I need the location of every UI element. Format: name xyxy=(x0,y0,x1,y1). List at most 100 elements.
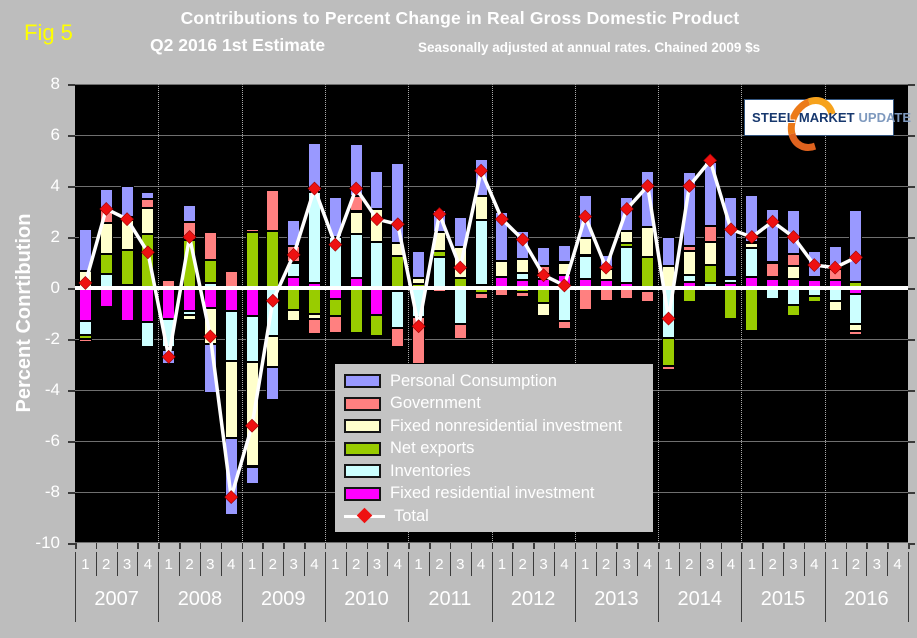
bar-segment xyxy=(766,276,780,280)
x-tick-mark xyxy=(241,543,244,549)
total-marker xyxy=(453,260,468,275)
bar-segment xyxy=(786,253,800,267)
x-tick-mark xyxy=(304,543,306,549)
x-tick-mark xyxy=(366,543,369,549)
year-separator-gridline xyxy=(658,84,660,543)
quarter-label: 1 xyxy=(581,556,590,573)
chart-title: Contributions to Percent Change in Real … xyxy=(180,8,740,28)
y-tick-mark xyxy=(908,339,915,341)
legend-swatch xyxy=(344,464,381,479)
total-marker xyxy=(328,237,343,252)
x-tick-mark xyxy=(866,543,868,549)
bar-segment xyxy=(183,205,197,222)
quarter-label: 3 xyxy=(622,556,632,573)
quarter-label: 4 xyxy=(893,556,902,573)
legend-item: Fixed nonresidential investment xyxy=(344,415,653,438)
bar-segment xyxy=(349,234,363,278)
bar-segment xyxy=(287,309,301,322)
total-marker xyxy=(536,268,551,283)
x-tick-mark xyxy=(595,543,598,549)
y-tick-mark xyxy=(68,339,75,341)
year-separator xyxy=(908,552,909,622)
total-marker xyxy=(807,258,822,272)
bar-segment xyxy=(266,367,280,401)
bar-segment xyxy=(682,275,696,282)
x-tick-mark xyxy=(116,543,119,549)
total-marker xyxy=(370,212,384,227)
legend-item: Personal Consumption xyxy=(344,370,653,393)
bar-segment xyxy=(120,249,134,286)
quarter-label: 2 xyxy=(518,556,527,573)
year-separator xyxy=(574,552,576,622)
legend-label: Net exports xyxy=(390,439,475,458)
bar-segment xyxy=(328,299,342,317)
quarter-label: 2 xyxy=(185,556,194,573)
x-tick-mark xyxy=(783,543,785,549)
x-tick-mark xyxy=(262,543,264,549)
x-tick-mark xyxy=(803,543,806,549)
quarter-label: 4 xyxy=(560,556,569,573)
bar-segment xyxy=(620,243,634,248)
y-axis-title: Percent Conrtibution xyxy=(13,213,35,413)
x-tick-mark xyxy=(75,543,77,549)
total-diamond-icon xyxy=(356,507,373,524)
total-marker xyxy=(474,163,489,178)
year-label: 2012 xyxy=(510,588,556,610)
total-marker xyxy=(515,232,530,247)
bar-segment xyxy=(349,211,363,235)
total-marker xyxy=(557,278,572,293)
bar-segment xyxy=(516,258,530,273)
total-marker xyxy=(161,349,176,364)
bar-segment xyxy=(662,237,675,267)
bar-segment xyxy=(537,247,551,267)
quarter-label: 4 xyxy=(227,556,236,573)
bar-segment xyxy=(620,230,634,244)
year-label: 2008 xyxy=(177,588,223,610)
y-tick-mark xyxy=(68,441,75,443)
x-tick-mark xyxy=(533,543,535,549)
bar-segment xyxy=(703,265,717,283)
bar-segment xyxy=(370,314,384,337)
x-tick-mark xyxy=(179,543,181,549)
total-marker xyxy=(307,181,322,196)
bar-segment xyxy=(724,318,738,322)
quarter-separator xyxy=(470,552,472,576)
legend-swatch xyxy=(344,374,381,389)
quarter-separator xyxy=(866,552,868,576)
y-tick-mark xyxy=(908,492,915,494)
x-tick-mark xyxy=(720,543,723,549)
total-marker xyxy=(349,181,364,196)
bar-segment xyxy=(78,229,92,272)
y-tick-mark xyxy=(908,288,915,290)
x-tick-mark xyxy=(553,543,556,549)
year-separator xyxy=(658,552,660,622)
y-tick-label: -4 xyxy=(44,380,60,399)
quarter-separator xyxy=(220,552,222,576)
x-tick-mark xyxy=(699,543,702,549)
bar-segment xyxy=(245,316,259,362)
quarter-separator xyxy=(137,552,139,576)
quarter-separator xyxy=(387,552,389,576)
quarter-separator xyxy=(283,552,285,576)
quarter-separator xyxy=(845,552,847,576)
legend-item-total: Total xyxy=(344,505,653,528)
legend-label: Personal Consumption xyxy=(390,371,557,390)
bar-segment xyxy=(266,336,280,368)
y-tick-mark xyxy=(68,492,75,494)
y-tick-mark xyxy=(68,84,75,86)
x-tick-mark xyxy=(199,543,202,549)
year-label: 2015 xyxy=(760,588,806,610)
quarter-label: 3 xyxy=(456,556,465,573)
bar-segment xyxy=(141,198,155,208)
x-tick-mark xyxy=(95,543,98,549)
bar-segment xyxy=(703,242,717,266)
quarter-separator xyxy=(95,552,97,576)
bar-segment xyxy=(203,259,217,283)
x-tick-mark xyxy=(574,543,577,549)
year-separator-gridline xyxy=(574,84,576,543)
bar-segment xyxy=(662,365,675,370)
bar-segment xyxy=(516,291,530,297)
quarter-separator xyxy=(449,552,451,576)
quarter-label: 1 xyxy=(81,556,90,573)
